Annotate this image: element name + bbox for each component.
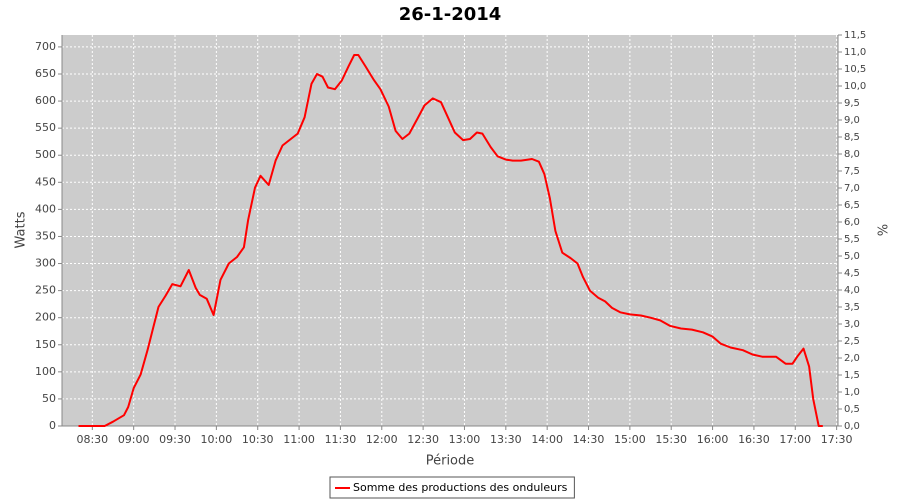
- y-tick-label: 550: [35, 121, 56, 134]
- y2-axis-label: %: [874, 224, 889, 236]
- data-line: [78, 54, 823, 427]
- y2-tick-label: 8,5: [844, 132, 860, 143]
- y2-tick-label: 6,5: [844, 200, 860, 211]
- y2-tick-label: 7,5: [844, 166, 860, 177]
- x-tick-label: 13:30: [490, 433, 522, 446]
- x-tick-label: 09:30: [159, 433, 191, 446]
- x-tick-label: 17:00: [779, 433, 811, 446]
- x-tick-label: 12:00: [366, 433, 398, 446]
- x-tick-label: 13:00: [449, 433, 481, 446]
- y-tick-label: 500: [35, 148, 56, 161]
- legend: Somme des productions des onduleurs: [329, 476, 575, 499]
- x-tick-label: 16:30: [738, 433, 770, 446]
- y-tick-label: 100: [35, 365, 56, 378]
- y-tick-label: 650: [35, 67, 56, 80]
- x-tick-label: 12:30: [407, 433, 439, 446]
- x-tick-label: 14:00: [531, 433, 563, 446]
- y2-tick-label: 3,5: [844, 302, 860, 313]
- y-tick-label: 350: [35, 229, 56, 242]
- x-tick-label: 15:00: [614, 433, 646, 446]
- y-tick-label: 600: [35, 94, 56, 107]
- legend-box: [329, 476, 575, 499]
- y2-tick-label: 10,0: [844, 81, 866, 92]
- y2-tick-label: 2,5: [844, 336, 860, 347]
- x-axis-label: Période: [426, 454, 475, 469]
- y-tick-label: 250: [35, 284, 56, 297]
- x-tick-label: 15:30: [655, 433, 687, 446]
- chart-title: 26-1-2014: [399, 4, 502, 25]
- y2-tick-label: 0,5: [844, 404, 860, 415]
- y-tick-label: 150: [35, 338, 56, 351]
- y2-tick-label: 9,0: [844, 115, 860, 126]
- y2-tick-label: 11,5: [844, 30, 866, 41]
- x-tick-label: 10:00: [201, 433, 233, 446]
- y-axis-label: Watts: [14, 211, 29, 248]
- x-tick-label: 10:30: [242, 433, 274, 446]
- y2-tick-label: 5,5: [844, 234, 860, 245]
- x-tick-label: 11:30: [325, 433, 357, 446]
- y2-tick-label: 1,0: [844, 387, 860, 398]
- y2-tick-label: 9,5: [844, 98, 860, 109]
- x-tick-label: 14:30: [573, 433, 605, 446]
- y2-tick-label: 0,0: [844, 421, 860, 432]
- y2-tick-label: 6,0: [844, 217, 860, 228]
- y2-tick-label: 8,0: [844, 149, 860, 160]
- y-tick-label: 0: [49, 419, 56, 432]
- plot-area: [62, 35, 838, 426]
- y-tick-label: 50: [42, 392, 56, 405]
- x-tick-label: 11:00: [283, 433, 315, 446]
- y-tick-label: 700: [35, 40, 56, 53]
- y2-tick-label: 5,0: [844, 251, 860, 262]
- x-tick-label: 17:30: [821, 433, 853, 446]
- y2-tick-label: 3,0: [844, 319, 860, 330]
- x-tick-label: 08:30: [76, 433, 108, 446]
- y-tick-label: 300: [35, 257, 56, 270]
- y2-tick-label: 2,0: [844, 353, 860, 364]
- y2-tick-label: 4,0: [844, 285, 860, 296]
- y2-tick-label: 4,5: [844, 268, 860, 279]
- y2-tick-label: 7,0: [844, 183, 860, 194]
- y2-tick-label: 1,5: [844, 370, 860, 381]
- x-tick-label: 16:00: [697, 433, 729, 446]
- y2-tick-label: 11,0: [844, 47, 866, 58]
- y2-tick-label: 10,5: [844, 64, 866, 75]
- y-tick-label: 200: [35, 311, 56, 324]
- legend-label: Somme des productions des onduleurs: [353, 481, 568, 494]
- y-tick-label: 450: [35, 175, 56, 188]
- y-tick-label: 400: [35, 202, 56, 215]
- x-tick-label: 09:00: [118, 433, 150, 446]
